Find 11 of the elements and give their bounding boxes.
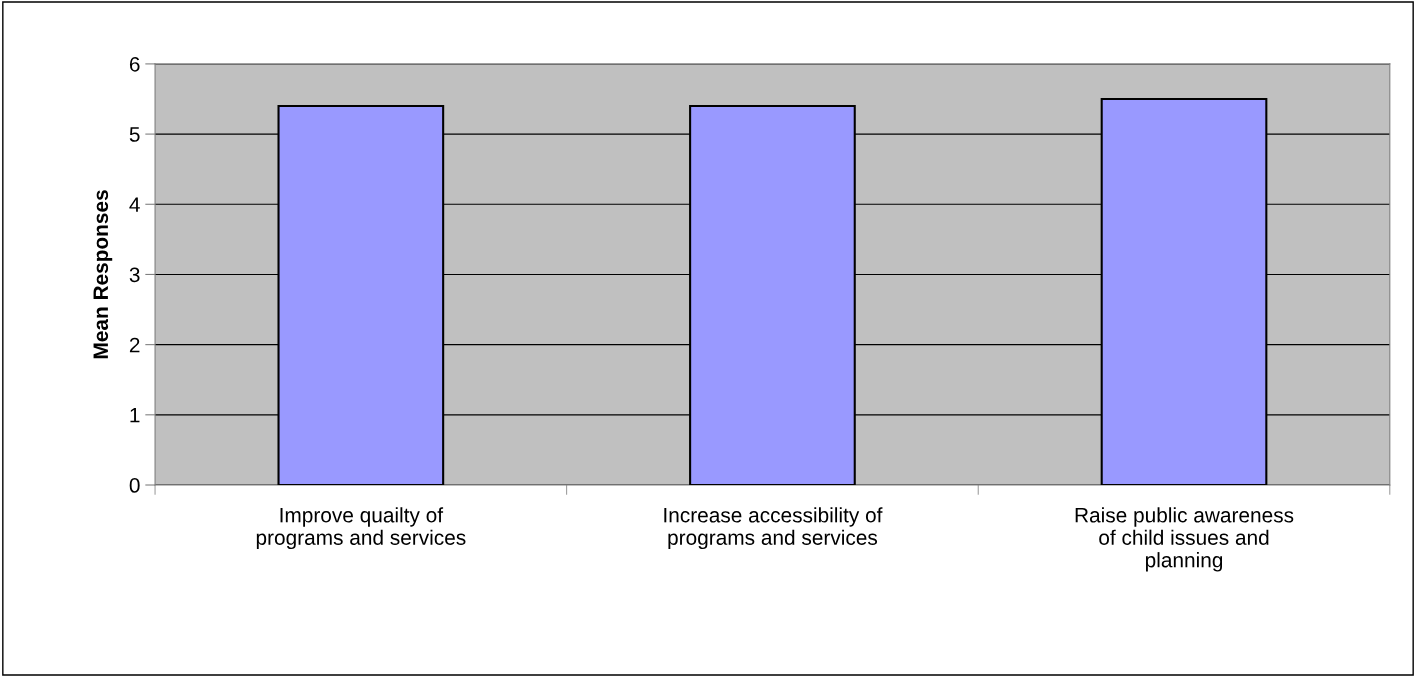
x-tick-label: Improve quailty of programs and services [256,507,466,550]
y-tick-label: 5 [129,127,140,142]
y-tick-label: 3 [129,267,140,283]
y-tick-label: 0 [129,478,140,493]
y-tick-label: 6 [129,56,140,72]
y-tick-label: 1 [130,408,140,423]
y-tick-label: 2 [129,337,140,353]
x-tick-label: Raise public awareness of child issues and planning [1075,507,1294,572]
y-axis-title: Mean Responses [93,190,113,359]
y-tick-label: 4 [129,197,140,212]
x-tick-label: Increase accessibility of programs and services [664,507,883,550]
